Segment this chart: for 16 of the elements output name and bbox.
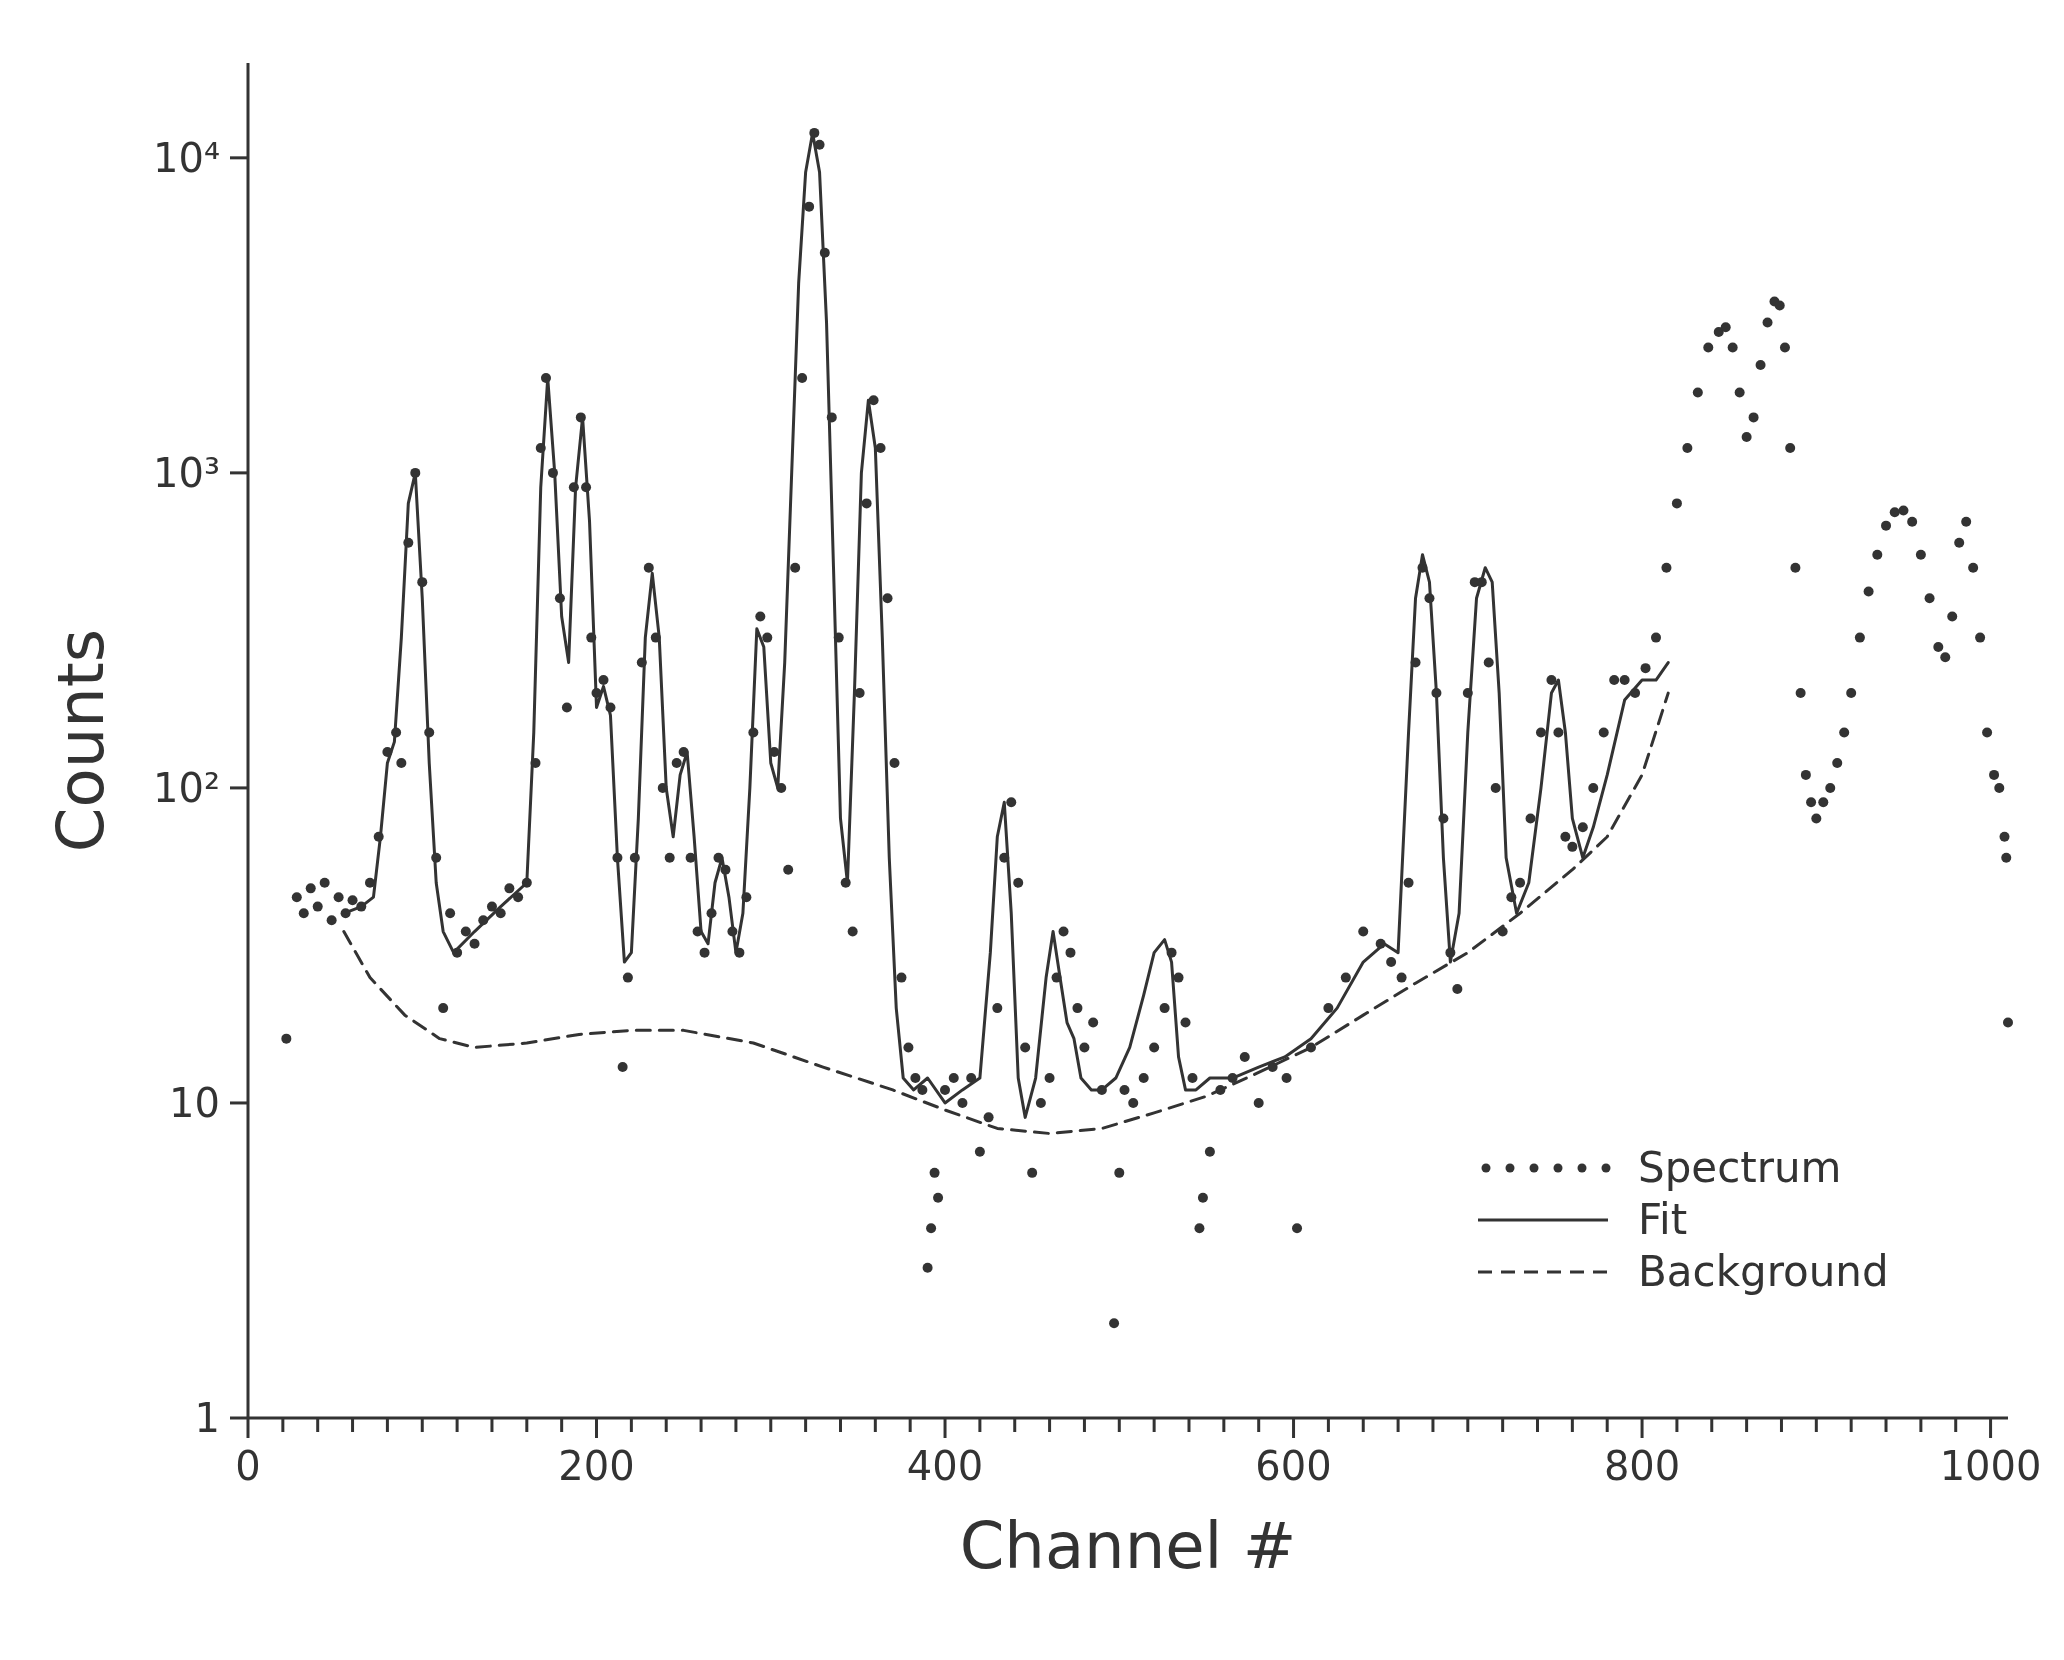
x-tick-label: 200: [558, 1443, 635, 1489]
x-tick-label: 400: [906, 1443, 984, 1489]
y-tick-label: 10: [169, 1079, 220, 1126]
y-tick-label: 10³: [153, 449, 220, 496]
legend-label: Spectrum: [1638, 1143, 1842, 1192]
legend-label: Background: [1638, 1247, 1889, 1296]
y-tick-label: 10²: [153, 764, 220, 811]
x-tick-label: 600: [1255, 1443, 1332, 1489]
y-axis-title: Counts: [44, 628, 118, 853]
x-tick-label: 800: [1603, 1443, 1681, 1489]
y-tick-label: 10⁴: [153, 134, 220, 181]
x-tick-label: 1000: [1939, 1443, 2042, 1489]
x-tick-label: 0: [235, 1443, 261, 1489]
legend-label: Fit: [1638, 1195, 1688, 1244]
x-axis-title: Channel #: [959, 1509, 1297, 1583]
y-tick-label: 1: [194, 1395, 220, 1441]
